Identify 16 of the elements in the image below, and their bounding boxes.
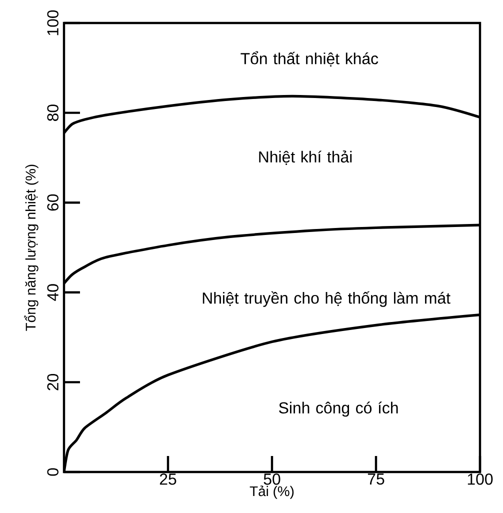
annotation: Tổn thất nhiệt khác bbox=[240, 51, 378, 67]
y-tick-label: 80 bbox=[47, 104, 58, 121]
x-tick-label: 75 bbox=[368, 474, 384, 485]
y-tick-label: 20 bbox=[47, 374, 58, 390]
y-axis-title: Tổng năng lượng nhiệt (%) bbox=[24, 164, 38, 331]
y-tick-label: 0 bbox=[47, 468, 58, 476]
annotation: Nhiệt khí thải bbox=[259, 150, 352, 165]
y-tick-label: 100 bbox=[47, 10, 58, 36]
annotation: Sinh công có ích bbox=[279, 402, 398, 417]
x-tick-label: 25 bbox=[160, 474, 176, 485]
x-tick-label: 50 bbox=[264, 474, 280, 485]
y-tick-label: 40 bbox=[47, 284, 58, 301]
y-tick-label: 60 bbox=[47, 194, 58, 211]
annotation: Nhiệt truyền cho hệ thống làm mát bbox=[202, 291, 450, 307]
x-axis-title: Tải (%) bbox=[250, 486, 294, 499]
x-tick-label: 100 bbox=[468, 474, 493, 485]
